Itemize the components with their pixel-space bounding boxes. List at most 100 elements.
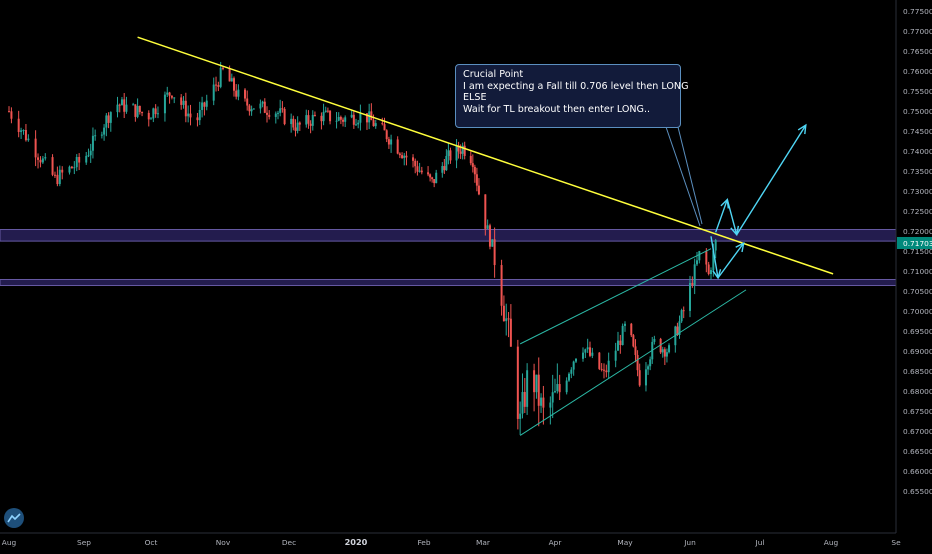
projection-arrow[interactable] [715, 198, 730, 233]
candle [540, 393, 543, 413]
candle [10, 107, 13, 124]
candle-body [502, 305, 505, 322]
candle-body [120, 99, 123, 106]
candle-body [619, 340, 622, 346]
descending-trendline[interactable] [137, 36, 834, 275]
candle-body [488, 225, 491, 247]
last-price-label: 0.71703 [903, 239, 932, 248]
candle-body [39, 159, 42, 163]
candle-body [412, 157, 415, 161]
candle-body [292, 118, 295, 128]
candle [632, 333, 635, 348]
candle-body [441, 166, 444, 173]
candle-body [693, 264, 696, 286]
projection-arrow[interactable] [736, 123, 807, 236]
candle-body [24, 130, 27, 141]
candle [173, 97, 176, 104]
tradingview-logo-icon[interactable] [4, 508, 24, 528]
annotation-callout[interactable]: Crucial Point I am expecting a Fall till… [455, 64, 689, 128]
candle [385, 129, 388, 143]
candle [665, 348, 668, 363]
candle-body [676, 326, 679, 335]
y-tick-label: 0.65500 [903, 487, 932, 496]
candle [281, 101, 284, 113]
candle-body [572, 361, 575, 370]
candle-body [320, 115, 323, 122]
y-tick-label: 0.75500 [903, 87, 932, 96]
candle-body [261, 101, 264, 104]
candle-body [34, 138, 37, 158]
candle [414, 158, 417, 174]
candle [248, 104, 251, 116]
candle [551, 374, 554, 419]
channel-lower-line[interactable] [519, 289, 747, 436]
x-tick-label: Aug [2, 538, 17, 547]
candle [505, 303, 508, 336]
candle [259, 99, 262, 114]
candle-body [575, 358, 577, 362]
candle-body [707, 264, 710, 275]
candle [266, 106, 268, 123]
candle [68, 165, 71, 175]
candle-body [540, 397, 543, 406]
candle-body [486, 225, 489, 229]
x-tick-label: Sep [77, 538, 91, 547]
channel-upper-line[interactable] [519, 248, 712, 345]
candle [324, 106, 327, 113]
candle-body [365, 113, 368, 123]
candle [682, 306, 685, 319]
candle-body [533, 370, 536, 393]
y-tick-label: 0.74500 [903, 127, 932, 136]
candle-body [58, 169, 61, 185]
candle-body [27, 138, 30, 141]
arrow-head [735, 241, 745, 253]
candle-body [461, 145, 464, 154]
candle-body [248, 105, 251, 112]
candle [383, 117, 386, 131]
candle [568, 372, 570, 382]
candle [342, 117, 345, 127]
candle [603, 363, 605, 379]
candle-body [296, 122, 299, 131]
candle [274, 111, 277, 124]
candle [649, 356, 652, 371]
candle-body [196, 117, 199, 121]
candle [636, 350, 639, 377]
arrow-shaft [736, 124, 807, 236]
candle [235, 84, 238, 100]
candle [17, 110, 20, 138]
candle [73, 161, 76, 175]
candle-body [484, 194, 487, 229]
candle-body [305, 115, 308, 125]
candle [691, 276, 694, 288]
candle [154, 104, 157, 118]
candle-body [20, 130, 23, 132]
y-tick-label: 0.71000 [903, 267, 932, 276]
candle-body [591, 352, 594, 356]
candle [283, 107, 286, 126]
candle-body [189, 113, 192, 118]
sr-zone-2[interactable] [0, 278, 897, 286]
projection-arrow[interactable] [717, 241, 745, 279]
candle-body [469, 155, 472, 164]
candle-body [116, 104, 119, 113]
candle-body [307, 115, 310, 124]
candle-body [665, 352, 668, 357]
candle-body [607, 360, 610, 373]
candle [196, 112, 199, 127]
candle [519, 401, 522, 435]
candle-body [166, 92, 169, 95]
candle [598, 352, 601, 371]
candle-body [344, 117, 347, 122]
candle [357, 119, 360, 129]
candle [132, 102, 135, 106]
candle [405, 151, 408, 166]
candle-body [696, 260, 698, 265]
sr-zone-1[interactable] [0, 229, 897, 242]
candle [233, 76, 235, 97]
candle [486, 219, 489, 229]
candle-body [322, 111, 325, 122]
candle [107, 112, 110, 129]
